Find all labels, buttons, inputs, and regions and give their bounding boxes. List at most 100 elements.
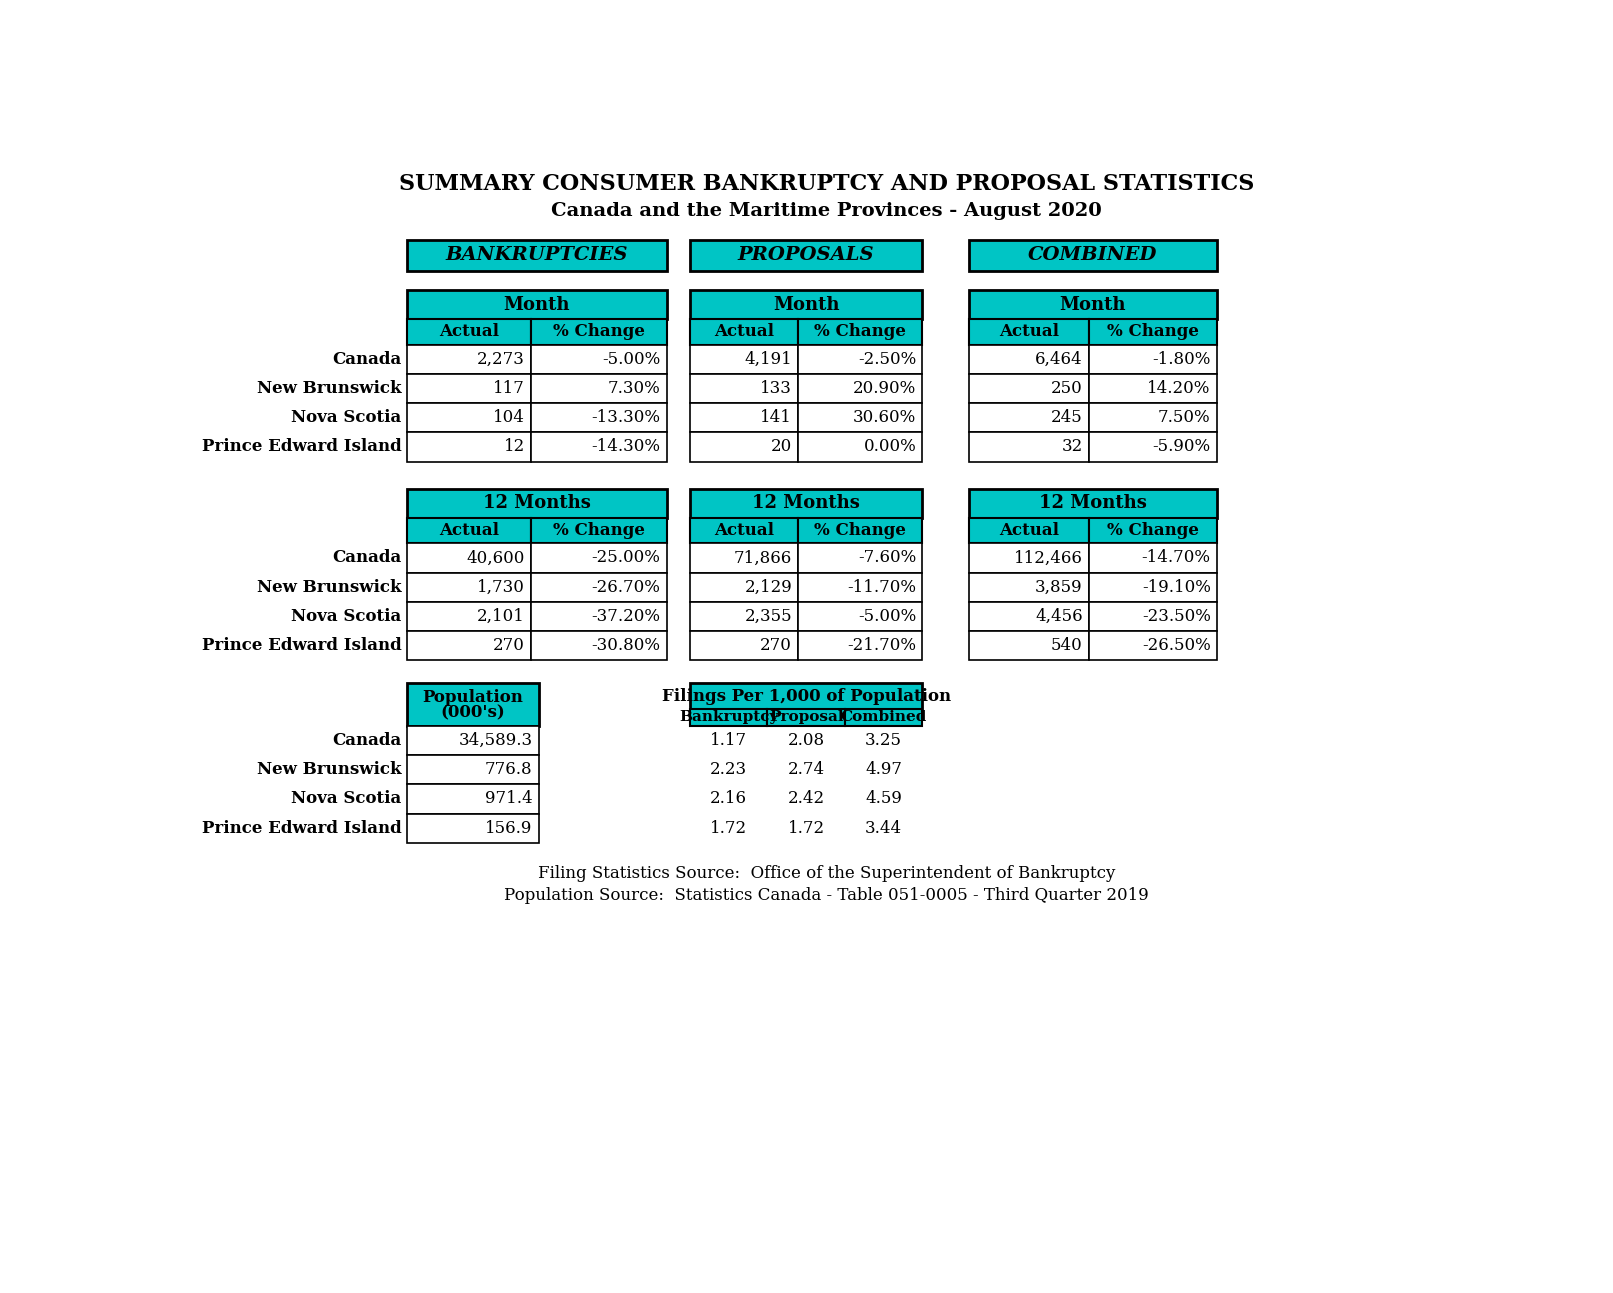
Bar — [690, 290, 923, 319]
Text: Month: Month — [503, 296, 569, 313]
Text: 12 Months: 12 Months — [482, 494, 590, 512]
Bar — [406, 813, 539, 843]
Text: 2,129: 2,129 — [745, 579, 792, 596]
Text: -13.30%: -13.30% — [592, 409, 660, 427]
Text: Canada: Canada — [332, 732, 402, 749]
Bar — [690, 374, 798, 403]
Bar — [690, 489, 923, 517]
Text: Prince Edward Island: Prince Edward Island — [202, 637, 402, 654]
Text: Nova Scotia: Nova Scotia — [292, 790, 402, 807]
Bar — [406, 631, 531, 661]
Text: 34,589.3: 34,589.3 — [458, 732, 532, 749]
Bar — [531, 403, 666, 432]
Text: -26.70%: -26.70% — [592, 579, 660, 596]
Text: 4.59: 4.59 — [865, 790, 902, 807]
Bar — [1089, 344, 1216, 374]
Text: Nova Scotia: Nova Scotia — [292, 409, 402, 427]
Bar — [531, 573, 666, 601]
Text: Population: Population — [423, 689, 523, 706]
Text: -21.70%: -21.70% — [847, 637, 916, 654]
Bar — [1089, 517, 1216, 543]
Text: % Change: % Change — [1107, 323, 1198, 340]
Text: 4,456: 4,456 — [1036, 608, 1082, 625]
Bar — [690, 543, 798, 573]
Bar — [690, 517, 798, 543]
Bar — [406, 684, 539, 725]
Text: 2.42: 2.42 — [787, 790, 824, 807]
Bar — [406, 290, 666, 319]
Text: -37.20%: -37.20% — [592, 608, 660, 625]
Text: 0.00%: 0.00% — [863, 438, 916, 455]
Bar — [798, 344, 923, 374]
Text: Canada: Canada — [332, 550, 402, 566]
Bar — [690, 709, 768, 725]
Bar — [969, 319, 1089, 344]
Bar — [406, 601, 531, 631]
Bar — [690, 601, 798, 631]
Text: Bankruptcy: Bankruptcy — [679, 710, 779, 724]
Text: 2.23: 2.23 — [710, 762, 747, 778]
Bar — [531, 543, 666, 573]
Bar — [1089, 543, 1216, 573]
Text: 156.9: 156.9 — [486, 820, 532, 837]
Text: -7.60%: -7.60% — [858, 550, 916, 566]
Text: % Change: % Change — [815, 323, 907, 340]
Bar — [690, 432, 798, 462]
Bar — [690, 240, 923, 270]
Text: 2.08: 2.08 — [787, 732, 824, 749]
Text: 776.8: 776.8 — [486, 762, 532, 778]
Text: 3.44: 3.44 — [865, 820, 902, 837]
Text: 270: 270 — [494, 637, 524, 654]
Text: 971.4: 971.4 — [486, 790, 532, 807]
Text: 250: 250 — [1052, 380, 1082, 397]
Text: -1.80%: -1.80% — [1152, 350, 1211, 367]
Text: 20.90%: 20.90% — [853, 380, 916, 397]
Text: Canada: Canada — [332, 350, 402, 367]
Bar — [531, 319, 666, 344]
Text: Prince Edward Island: Prince Edward Island — [202, 820, 402, 837]
Bar — [768, 709, 845, 725]
Bar — [690, 403, 798, 432]
Text: Actual: Actual — [439, 522, 498, 539]
Text: 112,466: 112,466 — [1015, 550, 1082, 566]
Text: Actual: Actual — [439, 323, 498, 340]
Bar — [969, 517, 1089, 543]
Bar — [798, 403, 923, 432]
Text: 133: 133 — [760, 380, 792, 397]
Text: 4.97: 4.97 — [865, 762, 902, 778]
Bar — [406, 725, 539, 755]
Bar — [845, 709, 923, 725]
Text: 3.25: 3.25 — [865, 732, 902, 749]
Bar — [406, 344, 531, 374]
Text: % Change: % Change — [815, 522, 907, 539]
Text: 2,355: 2,355 — [745, 608, 792, 625]
Bar — [969, 543, 1089, 573]
Bar — [969, 573, 1089, 601]
Bar — [690, 344, 798, 374]
Text: Canada and the Maritime Provinces - August 2020: Canada and the Maritime Provinces - Augu… — [552, 202, 1102, 220]
Bar — [1089, 631, 1216, 661]
Bar — [798, 432, 923, 462]
Bar — [798, 573, 923, 601]
Bar — [1089, 403, 1216, 432]
Bar — [531, 631, 666, 661]
Bar — [1089, 432, 1216, 462]
Text: 540: 540 — [1052, 637, 1082, 654]
Text: Actual: Actual — [715, 522, 774, 539]
Text: Filing Statistics Source:  Office of the Superintendent of Bankruptcy: Filing Statistics Source: Office of the … — [539, 865, 1115, 882]
Bar — [690, 684, 923, 709]
Text: 7.50%: 7.50% — [1158, 409, 1211, 427]
Bar — [798, 319, 923, 344]
Text: -2.50%: -2.50% — [858, 350, 916, 367]
Text: Combined: Combined — [840, 710, 927, 724]
Bar — [798, 601, 923, 631]
Bar — [690, 319, 798, 344]
Bar — [406, 374, 531, 403]
Text: 1.72: 1.72 — [710, 820, 747, 837]
Text: 2,101: 2,101 — [477, 608, 524, 625]
Bar — [798, 543, 923, 573]
Bar — [969, 403, 1089, 432]
Text: COMBINED: COMBINED — [1027, 246, 1158, 264]
Text: Month: Month — [773, 296, 839, 313]
Text: 12 Months: 12 Months — [1039, 494, 1147, 512]
